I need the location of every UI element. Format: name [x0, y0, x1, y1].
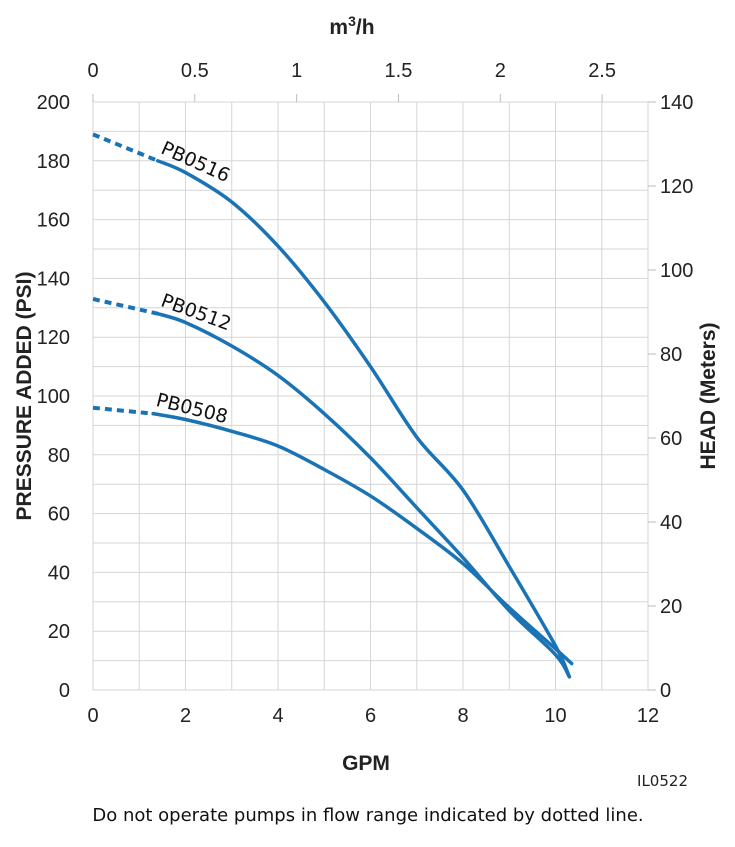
- y-tick-label: 200: [37, 92, 70, 114]
- x2-tick-label: 1.5: [385, 60, 413, 82]
- x2-tick-label: 2.5: [588, 60, 616, 82]
- y-tick-label: 0: [59, 680, 70, 702]
- x2-tick-label: 1: [291, 60, 302, 82]
- x2-tick-label: 0.5: [181, 60, 209, 82]
- x-tick-label: 8: [457, 705, 468, 727]
- y-tick-label: 180: [37, 151, 70, 173]
- series-line-PB0512: [156, 311, 572, 679]
- y2-axis-title: HEAD (Meters): [697, 322, 720, 469]
- x-tick-label: 2: [180, 705, 191, 727]
- y2-tick-label: 60: [660, 428, 682, 450]
- series-line-PB0508: [151, 411, 574, 666]
- x2-tick-label: 0: [87, 60, 98, 82]
- series-dotted-PB0516: [92, 132, 159, 163]
- x-tick-label: 4: [272, 705, 283, 727]
- y2-tick-label: 40: [660, 512, 682, 534]
- y-tick-label: 80: [48, 445, 70, 467]
- y2-tick-label: 80: [660, 344, 682, 366]
- series-dotted-PB0508: [92, 405, 154, 416]
- y-tick-label: 100: [37, 386, 70, 408]
- y2-tick-label: 0: [660, 680, 671, 702]
- x-tick-label: 6: [365, 705, 376, 727]
- y-tick-label: 60: [48, 504, 70, 526]
- series-line-PB0516: [156, 159, 572, 679]
- y-tick-label: 140: [37, 268, 70, 290]
- y-tick-label: 120: [37, 327, 70, 349]
- y2-tick-label: 120: [660, 176, 693, 198]
- y-axis-title: PRESSURE ADDED (PSI): [13, 272, 36, 521]
- y-tick-label: 40: [48, 562, 70, 584]
- x-tick-label: 10: [544, 705, 566, 727]
- x-axis-title: GPM: [342, 752, 390, 775]
- x2-tick-label: 2: [495, 60, 506, 82]
- figure-code: IL0522: [637, 772, 688, 790]
- y-tick-label: 160: [37, 210, 70, 232]
- x-tick-label: 12: [637, 705, 659, 727]
- y2-tick-label: 100: [660, 260, 693, 282]
- y2-tick-label: 20: [660, 596, 682, 618]
- y2-tick-label: 140: [660, 92, 693, 114]
- footnote: Do not operate pumps in flow range indic…: [92, 805, 643, 826]
- series-dotted-PB0512: [92, 297, 159, 316]
- x-tick-label: 0: [87, 705, 98, 727]
- y-tick-label: 20: [48, 621, 70, 643]
- x2-axis-title: m3/h: [329, 13, 374, 39]
